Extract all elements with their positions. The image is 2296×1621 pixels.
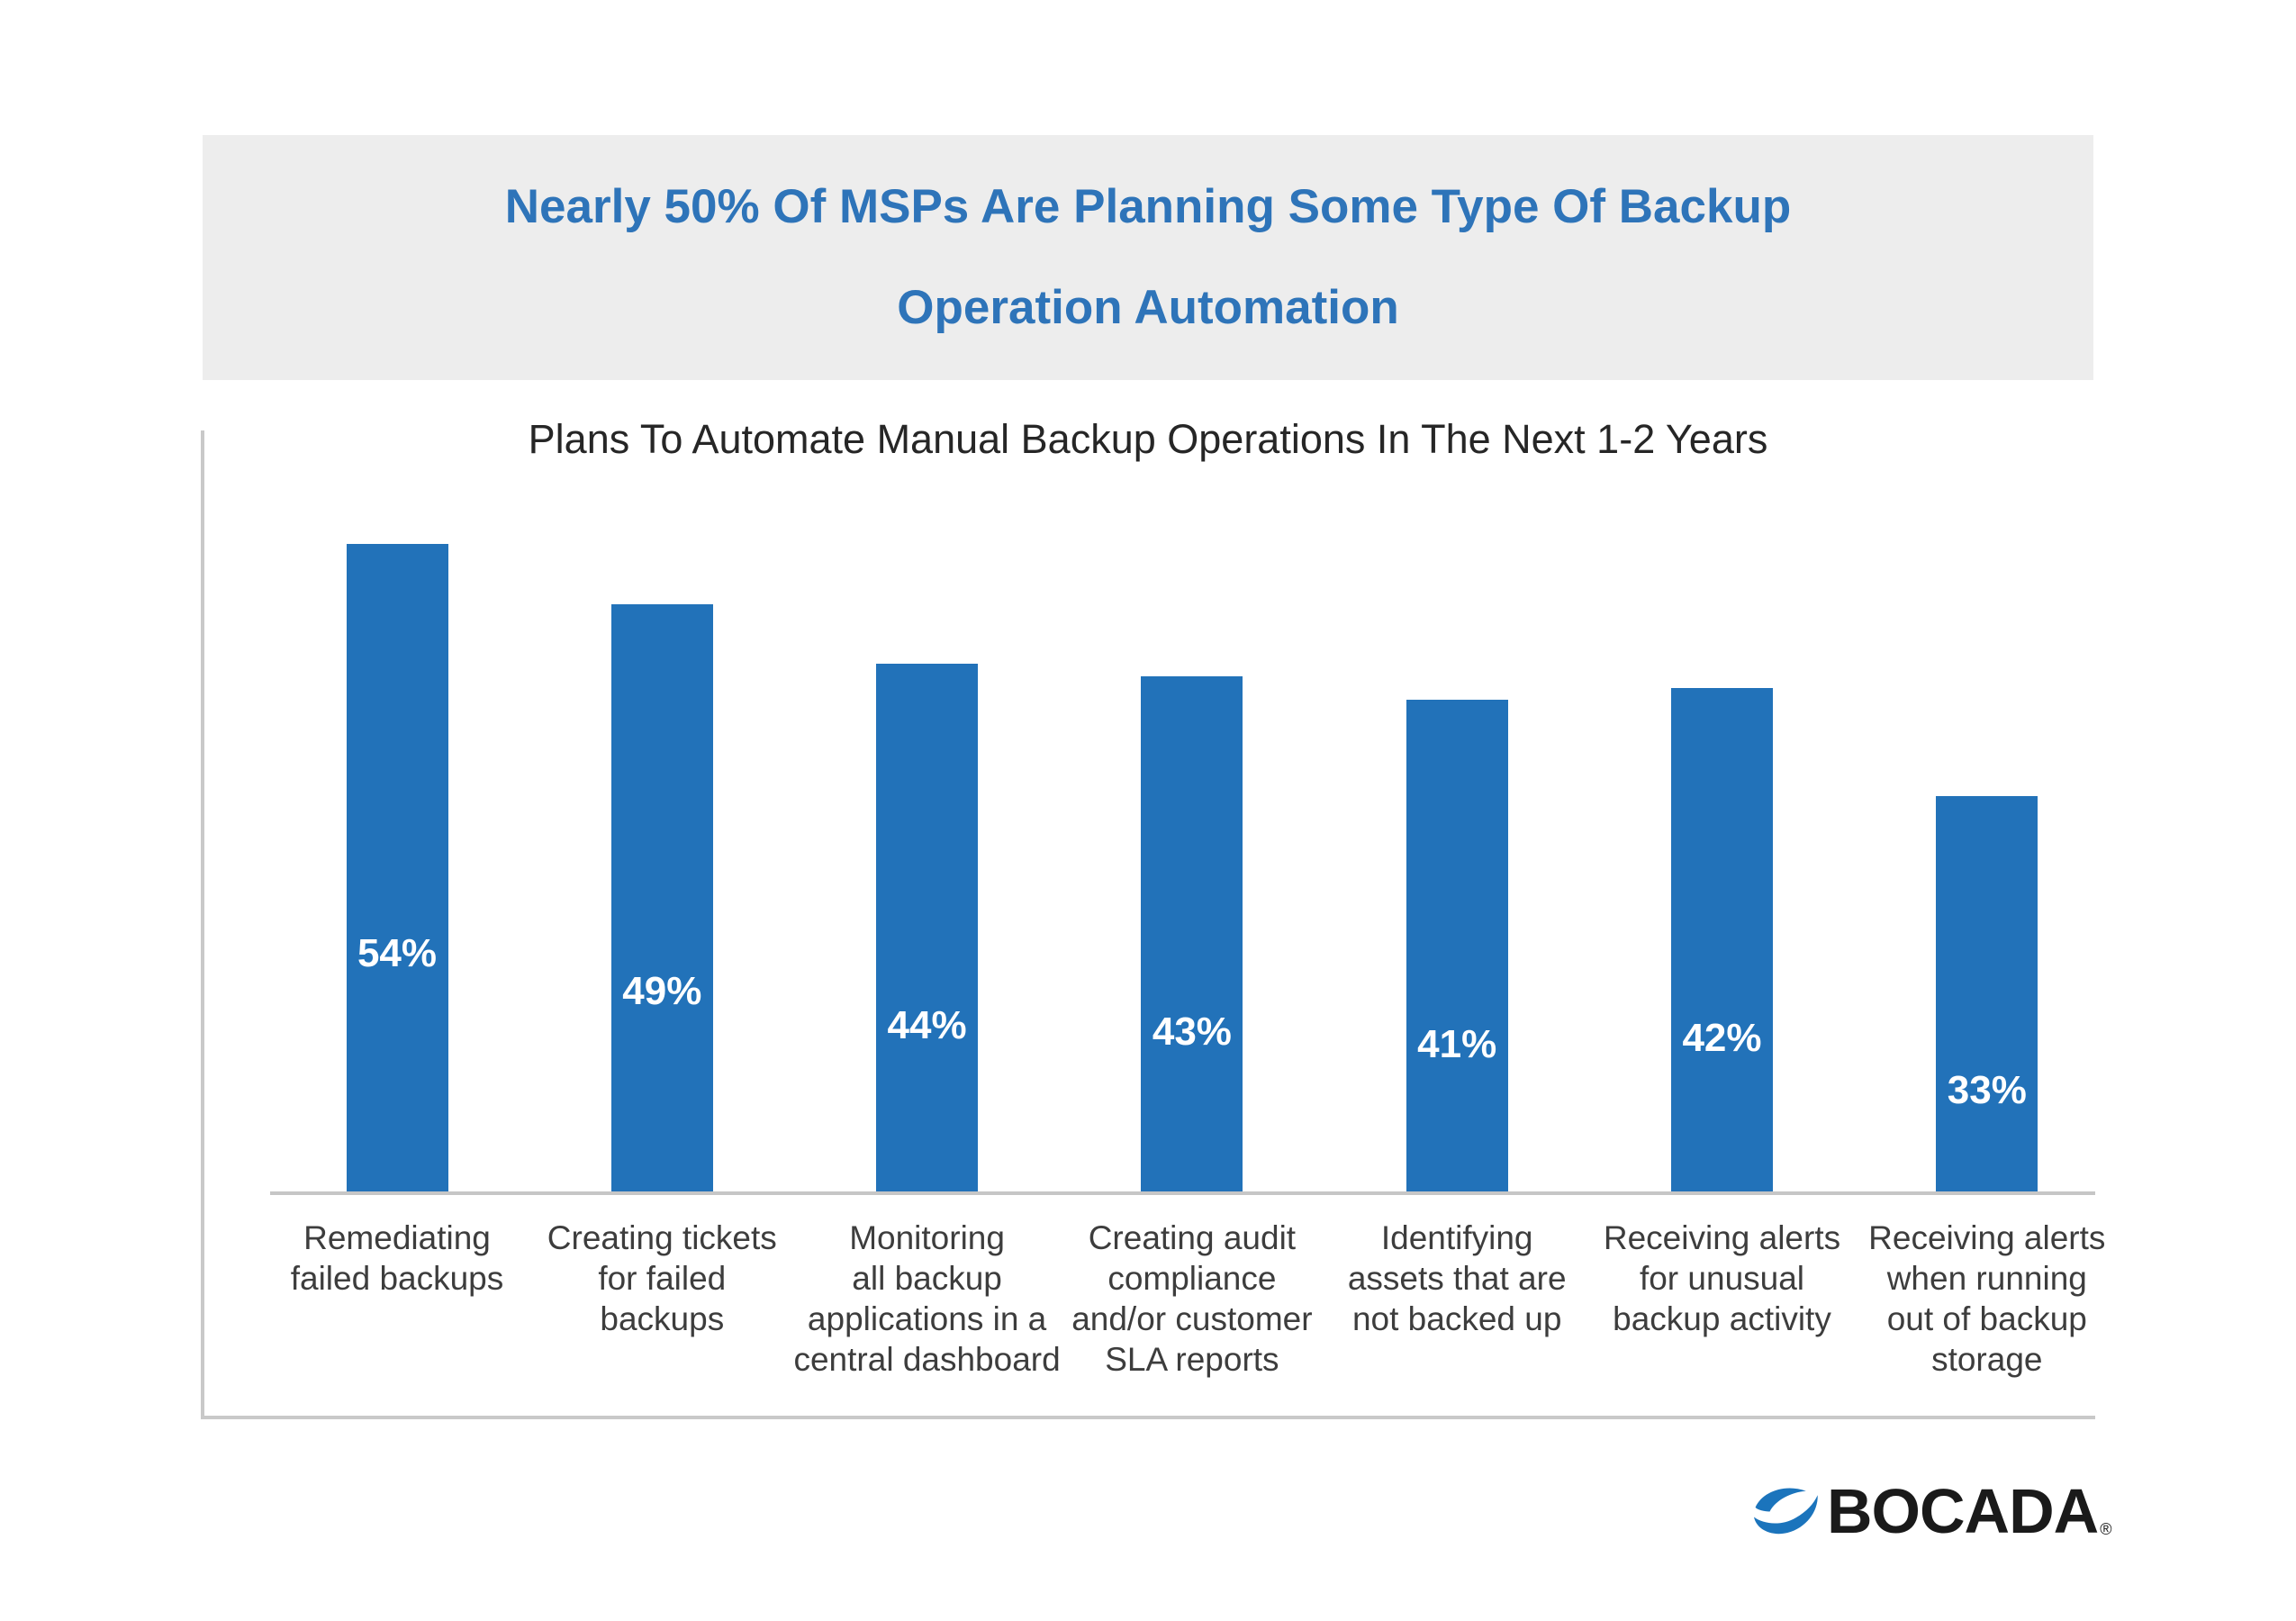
- x-axis-label: Monitoring all backup applications in a cen…: [793, 1219, 1061, 1378]
- x-axis-label: Creating tickets for failed backups: [547, 1219, 777, 1337]
- bar-value-label: 54%: [357, 931, 438, 976]
- bar: 54%: [346, 544, 448, 1191]
- x-axis-label: Identifying assets that are not backed up: [1347, 1219, 1567, 1337]
- bar: 44%: [876, 664, 979, 1191]
- chart-frame-left-border: [201, 430, 204, 1419]
- bocada-logo-text: BOCADA: [1827, 1476, 2099, 1546]
- x-axis-label: Creating audit compliance and/or customer S…: [1071, 1219, 1313, 1378]
- bar-value-label: 42%: [1682, 1016, 1762, 1061]
- bar-value-label: 49%: [622, 968, 702, 1013]
- x-axis-line: [270, 1191, 2095, 1195]
- x-axis-label: Receiving alerts for unusual backup activi…: [1603, 1219, 1841, 1337]
- bar: 41%: [1406, 700, 1508, 1191]
- bar: 33%: [1936, 796, 2038, 1191]
- registered-trademark-symbol: ®: [2100, 1520, 2112, 1538]
- main-title-line2: Operation Automation: [897, 281, 1399, 334]
- bar: 42%: [1671, 688, 1773, 1191]
- bar-value-label: 43%: [1152, 1010, 1232, 1055]
- bocada-swoosh-icon: [1754, 1488, 1818, 1535]
- bar: 43%: [1141, 676, 1243, 1191]
- x-axis-label: Remediating failed backups: [290, 1219, 504, 1297]
- bar: 49%: [610, 604, 713, 1191]
- bar-value-label: 41%: [1417, 1022, 1497, 1067]
- bocada-logo: BOCADA ®: [1751, 1480, 2111, 1543]
- title-banner: Nearly 50% Of MSPs Are Planning Some Typ…: [203, 135, 2093, 380]
- bar-value-label: 44%: [887, 1002, 967, 1047]
- main-title-line1: Nearly 50% Of MSPs Are Planning Some Typ…: [504, 180, 1792, 233]
- x-axis-label: Receiving alerts when running out of backu…: [1868, 1219, 2106, 1378]
- chart-title: Plans To Automate Manual Backup Operatio…: [528, 416, 1768, 462]
- main-title: Nearly 50% Of MSPs Are Planning Some Typ…: [505, 157, 1791, 358]
- chart-frame-bottom-border: [201, 1416, 2095, 1419]
- bar-value-label: 33%: [1947, 1067, 2027, 1112]
